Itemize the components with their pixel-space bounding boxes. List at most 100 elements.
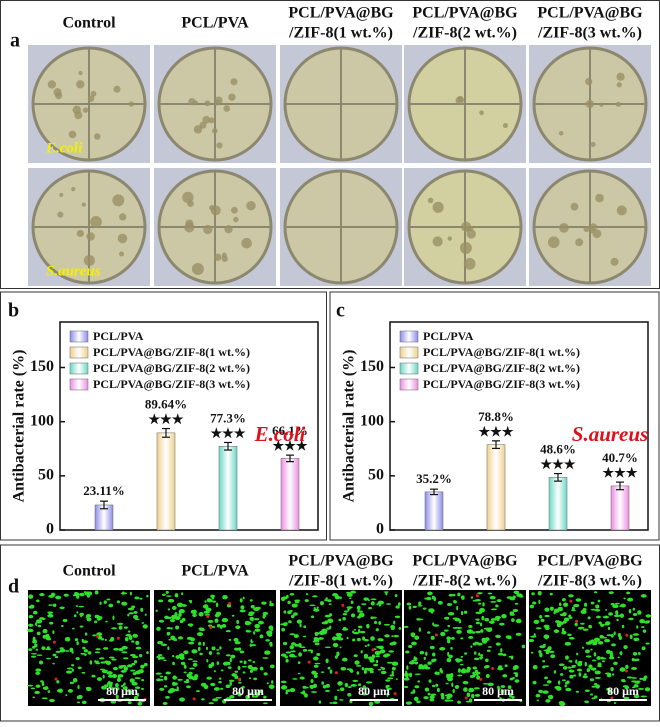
live-cell [211, 646, 216, 651]
live-cell [553, 670, 557, 674]
live-cell [36, 654, 43, 657]
live-cell [250, 644, 257, 647]
y-tick-label: 100 [360, 412, 384, 429]
live-cell [512, 595, 516, 599]
live-cell [615, 610, 619, 615]
live-cell [633, 637, 640, 642]
live-cell [84, 632, 88, 636]
live-cell [631, 658, 635, 662]
live-cell [390, 626, 395, 631]
live-cell [446, 637, 453, 640]
live-cell [186, 673, 190, 678]
live-cell [96, 662, 99, 665]
live-cell [456, 629, 462, 634]
live-cell [189, 667, 195, 670]
live-cell [496, 599, 502, 603]
live-cell [443, 629, 449, 632]
live-cell [42, 634, 47, 639]
live-cell [500, 685, 506, 688]
live-cell [190, 609, 196, 614]
live-cell [165, 671, 171, 675]
live-cell [28, 605, 35, 609]
live-cell [632, 607, 636, 611]
colony [558, 131, 564, 136]
live-cell [590, 648, 593, 651]
live-cell [620, 650, 623, 656]
live-cell [619, 667, 626, 672]
live-cell [135, 646, 142, 650]
live-cell [131, 662, 136, 666]
live-cell [37, 624, 42, 628]
live-cell [346, 591, 351, 594]
colony [72, 105, 82, 115]
live-cell [76, 695, 80, 700]
live-cell [94, 590, 99, 595]
live-cell [78, 592, 85, 597]
value-label: 89.64% [145, 397, 187, 412]
live-cell [489, 627, 492, 632]
y-axis-label: Antibacterial rate (%) [11, 350, 28, 503]
colony [479, 110, 484, 116]
live-cell [489, 595, 496, 600]
live-cell [178, 636, 184, 640]
live-cell [470, 645, 473, 648]
scale-bar-label: 80 μm [607, 684, 639, 698]
colony [82, 107, 89, 113]
live-cell [543, 634, 550, 639]
bar [218, 446, 238, 531]
live-cell [298, 652, 303, 657]
live-cell [219, 646, 222, 650]
live-cell [239, 650, 245, 654]
live-cell [403, 677, 410, 681]
live-cell [28, 594, 34, 599]
live-cell [423, 656, 426, 660]
live-cell [576, 668, 583, 672]
live-cell [580, 609, 587, 614]
live-cell [444, 694, 451, 697]
live-cell [484, 637, 490, 642]
live-cell [556, 620, 563, 624]
panel-label: c [336, 300, 345, 322]
live-cell [374, 650, 381, 656]
live-cell [33, 610, 38, 615]
live-cell [30, 652, 38, 655]
live-cell [293, 612, 298, 616]
live-cell [531, 592, 535, 596]
live-cell [432, 622, 435, 626]
live-cell [405, 670, 408, 675]
live-cell [118, 666, 124, 669]
live-cell [237, 682, 242, 684]
live-cell [475, 618, 478, 621]
live-cell [259, 666, 264, 671]
colony [113, 85, 121, 93]
live-cell [139, 653, 143, 658]
panel-label: b [8, 300, 19, 322]
live-cell [439, 667, 443, 673]
live-cell [104, 684, 107, 689]
live-cell [468, 625, 473, 628]
live-cell [72, 677, 78, 683]
live-cell [585, 649, 590, 654]
live-cell [404, 672, 409, 678]
live-cell [413, 696, 419, 702]
live-cell [512, 608, 519, 613]
significance: ★★★ [273, 438, 308, 453]
live-cell [243, 660, 247, 665]
live-cell [221, 617, 229, 623]
live-cell [639, 677, 643, 680]
live-cell [408, 661, 415, 665]
live-cell [448, 654, 453, 659]
live-cell [446, 602, 453, 606]
live-cell [366, 623, 370, 629]
live-cell [312, 640, 317, 643]
live-cell [309, 684, 315, 689]
live-cell [167, 616, 172, 620]
live-cell [349, 669, 354, 673]
live-cell [132, 614, 139, 619]
live-cell [528, 638, 535, 643]
live-cell [594, 676, 601, 679]
live-cell [568, 614, 572, 619]
live-cell [558, 701, 565, 705]
live-cell [36, 631, 41, 636]
live-cell [64, 636, 71, 642]
